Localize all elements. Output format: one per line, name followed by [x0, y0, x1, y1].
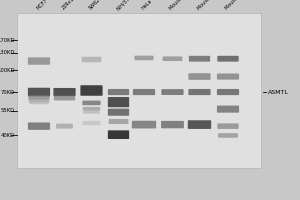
- FancyBboxPatch shape: [29, 102, 49, 104]
- Bar: [16, 13, 261, 168]
- Text: HeLa: HeLa: [140, 0, 153, 11]
- Text: Mouse pancreas: Mouse pancreas: [169, 0, 201, 11]
- FancyBboxPatch shape: [54, 95, 75, 100]
- FancyBboxPatch shape: [80, 85, 103, 96]
- FancyBboxPatch shape: [108, 89, 129, 95]
- FancyBboxPatch shape: [134, 56, 154, 60]
- Text: 55KD: 55KD: [1, 108, 15, 113]
- FancyBboxPatch shape: [82, 57, 101, 62]
- FancyBboxPatch shape: [163, 56, 182, 61]
- FancyBboxPatch shape: [161, 89, 184, 95]
- FancyBboxPatch shape: [28, 57, 50, 65]
- FancyBboxPatch shape: [83, 111, 100, 114]
- FancyBboxPatch shape: [161, 121, 184, 128]
- FancyBboxPatch shape: [83, 107, 100, 111]
- FancyBboxPatch shape: [218, 56, 239, 62]
- Text: SW620: SW620: [88, 0, 104, 11]
- FancyBboxPatch shape: [28, 88, 50, 96]
- Text: 130KD: 130KD: [0, 50, 15, 55]
- Text: MCF7: MCF7: [35, 0, 49, 11]
- FancyBboxPatch shape: [108, 130, 129, 139]
- Text: 100KD: 100KD: [0, 68, 15, 73]
- FancyBboxPatch shape: [188, 120, 211, 129]
- FancyBboxPatch shape: [132, 121, 156, 128]
- FancyBboxPatch shape: [56, 124, 73, 129]
- FancyBboxPatch shape: [217, 106, 239, 113]
- FancyBboxPatch shape: [189, 56, 210, 62]
- FancyBboxPatch shape: [188, 89, 211, 95]
- Text: Mouse thymus: Mouse thymus: [196, 0, 225, 11]
- Text: ASMTL: ASMTL: [268, 90, 289, 95]
- FancyBboxPatch shape: [218, 133, 238, 138]
- FancyBboxPatch shape: [108, 109, 129, 116]
- FancyBboxPatch shape: [217, 73, 239, 80]
- Text: NIH/3T3: NIH/3T3: [115, 0, 133, 11]
- FancyBboxPatch shape: [218, 123, 239, 129]
- FancyBboxPatch shape: [28, 122, 50, 130]
- Text: 70KD: 70KD: [1, 90, 15, 95]
- FancyBboxPatch shape: [109, 119, 128, 124]
- FancyBboxPatch shape: [29, 99, 49, 102]
- FancyBboxPatch shape: [133, 89, 155, 95]
- FancyBboxPatch shape: [28, 95, 50, 100]
- FancyBboxPatch shape: [217, 89, 239, 95]
- Text: Mouse testis: Mouse testis: [224, 0, 250, 11]
- FancyBboxPatch shape: [188, 73, 211, 80]
- Text: 22Rv1: 22Rv1: [61, 0, 76, 11]
- Text: 40KD: 40KD: [1, 133, 15, 138]
- FancyBboxPatch shape: [108, 97, 129, 107]
- FancyBboxPatch shape: [53, 88, 76, 96]
- FancyBboxPatch shape: [82, 101, 101, 105]
- FancyBboxPatch shape: [82, 121, 101, 125]
- Text: 170KD: 170KD: [0, 38, 15, 43]
